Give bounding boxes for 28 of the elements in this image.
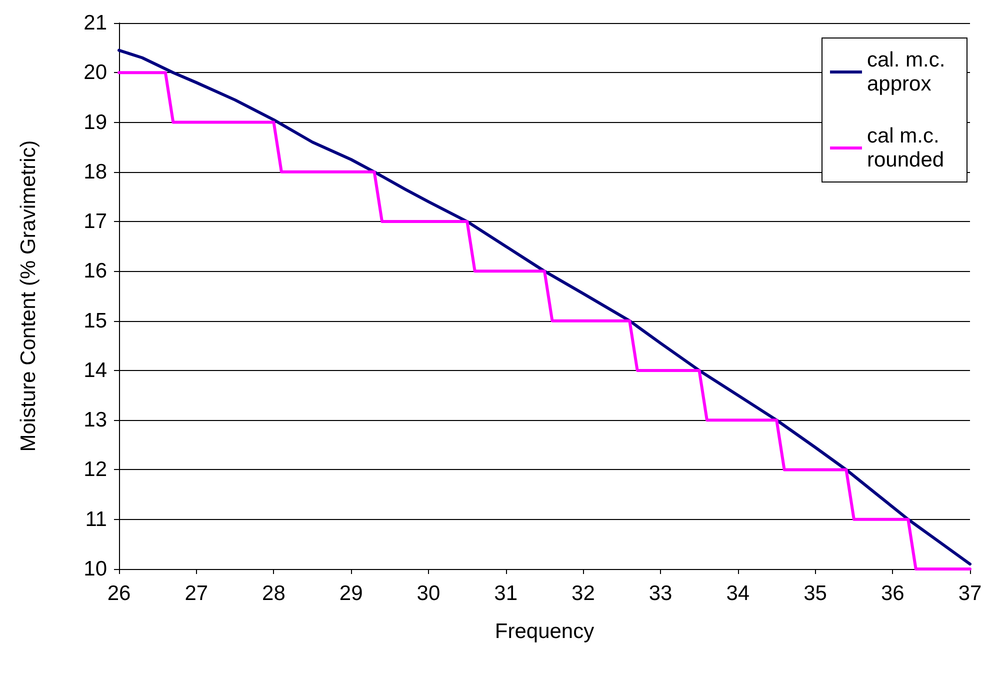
- x-tick-label: 30: [416, 582, 440, 605]
- y-tick-label: 15: [84, 309, 107, 332]
- y-tick-label: 13: [84, 408, 107, 432]
- legend-label: cal m.c. rounded: [867, 124, 946, 172]
- y-tick-label: 11: [85, 508, 107, 531]
- y-tick-label: 17: [84, 210, 107, 234]
- x-tick-label: 29: [339, 582, 363, 605]
- x-tick-label: 37: [958, 582, 982, 605]
- y-tick-label: 12: [84, 458, 107, 482]
- legend-label: cal. m.c. approx: [867, 48, 952, 96]
- x-tick-label: 35: [804, 582, 827, 605]
- y-tick-label: 14: [84, 358, 108, 382]
- x-tick-label: 28: [262, 582, 286, 605]
- x-tick-label: 32: [572, 582, 595, 605]
- x-tick-label: 26: [107, 582, 131, 605]
- x-tick-label: 36: [880, 582, 904, 605]
- y-tick-label: 18: [84, 160, 107, 184]
- y-tick-label: 16: [84, 260, 107, 283]
- x-tick-label: 31: [494, 582, 518, 605]
- x-axis-title: Frequency: [494, 620, 595, 643]
- y-tick-label: 21: [84, 12, 107, 34]
- y-axis-title: Moisture Content (% Gravimetric): [17, 140, 40, 452]
- x-tick-label: 33: [648, 582, 672, 605]
- y-tick-label: 19: [84, 110, 107, 134]
- y-tick-label: 10: [84, 558, 107, 580]
- y-tick-label: 20: [84, 61, 107, 84]
- x-tick-label: 34: [726, 582, 750, 605]
- x-tick-label: 27: [184, 582, 208, 605]
